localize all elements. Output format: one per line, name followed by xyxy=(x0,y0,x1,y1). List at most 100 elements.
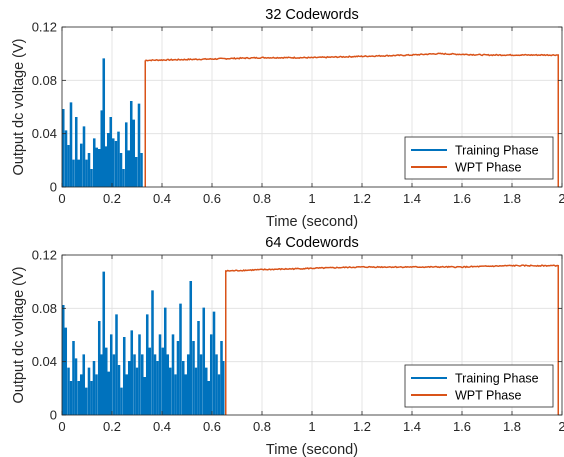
y-tick-label: 0.04 xyxy=(32,126,57,141)
training-pulse xyxy=(176,341,180,415)
training-pulse xyxy=(82,126,86,187)
training-pulse xyxy=(171,334,175,415)
x-tick-label: 2 xyxy=(558,419,564,434)
training-pulse xyxy=(100,354,104,415)
training-pulse xyxy=(209,334,213,415)
training-pulse xyxy=(64,327,68,415)
training-pulse xyxy=(87,367,91,415)
training-pulse xyxy=(104,347,108,415)
training-pulse xyxy=(202,307,206,415)
training-pulse xyxy=(67,145,70,187)
training-pulse xyxy=(215,354,218,415)
x-tick-label: 1.2 xyxy=(353,419,371,434)
training-pulse xyxy=(92,138,96,187)
training-pulse xyxy=(134,157,138,187)
training-pulse xyxy=(74,358,78,415)
x-tick-label: 1 xyxy=(308,191,315,206)
x-axis-label: Time (second) xyxy=(266,214,358,230)
training-pulse xyxy=(132,119,136,187)
chart-title: 32 Codewords xyxy=(265,7,359,23)
training-pulse xyxy=(74,117,78,187)
legend: Training Phase WPT Phase xyxy=(404,136,554,180)
training-pulse xyxy=(109,334,113,415)
x-tick-label: 1.4 xyxy=(403,191,421,206)
training-pulse xyxy=(77,381,81,415)
training-pulse xyxy=(148,347,152,415)
training-pulse xyxy=(122,169,125,187)
training-pulse xyxy=(221,361,225,415)
y-axis-label: Output dc voltage (V) xyxy=(11,266,27,403)
training-pulse xyxy=(192,341,195,415)
training-pulse xyxy=(220,341,223,415)
training-pulse xyxy=(184,374,188,415)
training-pulse xyxy=(95,374,98,415)
training-pulse xyxy=(204,367,208,415)
training-pulse xyxy=(140,153,143,187)
training-pulse xyxy=(90,381,93,415)
training-pulse xyxy=(130,330,134,415)
x-tick-label: 1.6 xyxy=(453,191,471,206)
training-pulse xyxy=(114,141,118,187)
training-pulse xyxy=(100,110,104,187)
x-tick-label: 1.4 xyxy=(403,419,421,434)
training-pulse xyxy=(115,314,118,415)
training-pulse xyxy=(107,371,111,415)
legend-label: Training Phase xyxy=(455,144,539,158)
training-pulse xyxy=(122,337,126,415)
training-pulse xyxy=(168,367,172,415)
x-tick-label: 0.6 xyxy=(203,191,221,206)
chart-panel-1: 0 0.2 0.4 0.6 0.8 1 1.2 1.4 1.6 1.8 2 0 0.04 0.08 0.12… xyxy=(11,7,564,230)
training-pulse xyxy=(129,101,133,187)
x-tick-label: 0 xyxy=(58,419,65,434)
x-tick-label: 1 xyxy=(308,419,315,434)
series-training-phase xyxy=(61,58,143,187)
training-pulse xyxy=(64,130,68,187)
training-pulse xyxy=(92,361,96,415)
training-pulse xyxy=(61,109,65,187)
y-tick-label: 0.12 xyxy=(32,248,57,263)
training-pulse xyxy=(97,149,101,187)
y-tick-label: 0.08 xyxy=(32,301,57,316)
training-pulse xyxy=(69,102,73,187)
training-pulse xyxy=(207,381,211,415)
training-pulse xyxy=(87,153,91,187)
training-pulse xyxy=(158,334,162,415)
training-pulse xyxy=(84,387,88,415)
x-tick-label: 0.2 xyxy=(103,419,121,434)
x-tick-label: 0 xyxy=(58,191,65,206)
training-pulse xyxy=(95,147,99,187)
training-pulse xyxy=(67,367,70,415)
training-pulse xyxy=(85,159,88,187)
x-tick-label: 1.2 xyxy=(353,191,371,206)
y-axis-label: Output dc voltage (V) xyxy=(11,38,27,175)
y-tick-label: 0 xyxy=(50,408,57,423)
training-pulse xyxy=(124,122,128,187)
x-tick-label: 0.2 xyxy=(103,191,121,206)
legend-box xyxy=(404,136,554,180)
training-pulse xyxy=(106,133,110,187)
training-pulse xyxy=(156,361,159,415)
training-pulse xyxy=(174,374,177,415)
y-tick-label: 0.12 xyxy=(32,20,57,35)
training-pulse xyxy=(127,150,131,187)
training-pulse xyxy=(153,354,157,415)
training-pulse xyxy=(138,334,141,415)
x-tick-label: 1.8 xyxy=(503,419,521,434)
training-pulse xyxy=(117,131,120,187)
x-tick-label: 2 xyxy=(558,191,564,206)
training-pulse xyxy=(189,281,193,415)
training-pulse xyxy=(120,387,123,415)
training-pulse xyxy=(133,354,136,415)
x-tick-label: 1.8 xyxy=(503,191,521,206)
training-pulse xyxy=(217,374,221,415)
training-pulse xyxy=(77,159,81,187)
training-pulse xyxy=(181,361,185,415)
training-pulse xyxy=(197,321,200,415)
training-pulse xyxy=(79,143,83,187)
training-pulse xyxy=(97,321,101,415)
y-tick-label: 0.04 xyxy=(32,354,57,369)
legend-label: WPT Phase xyxy=(455,161,522,175)
series-wpt-phase xyxy=(144,52,559,187)
training-pulse xyxy=(104,146,108,187)
